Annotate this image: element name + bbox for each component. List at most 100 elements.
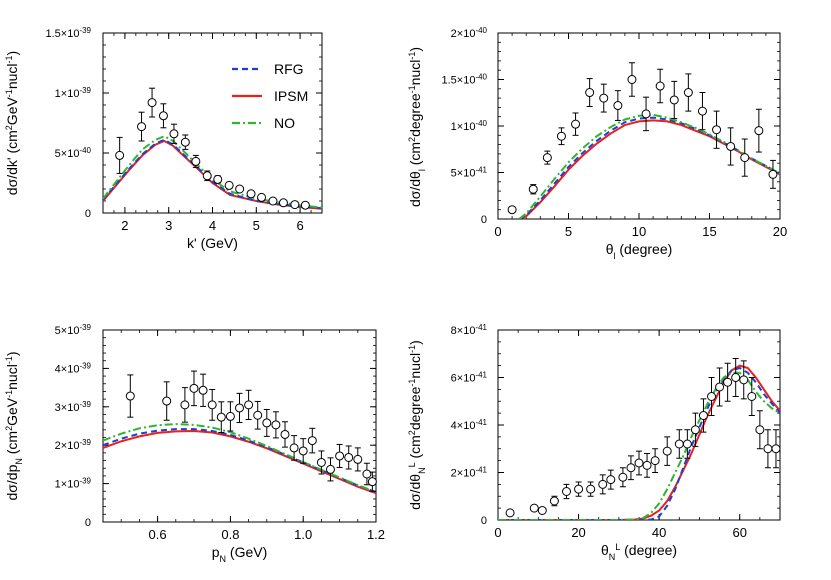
data-point bbox=[641, 109, 651, 119]
label-part: 2 bbox=[407, 430, 417, 435]
y-tick-mantissa: 1×10 bbox=[451, 121, 476, 133]
legend-label: RFG bbox=[274, 61, 304, 77]
label-part: -1 bbox=[4, 390, 14, 398]
data-point bbox=[650, 456, 660, 466]
data-point bbox=[125, 391, 135, 401]
data-point bbox=[244, 400, 254, 410]
data-point bbox=[571, 119, 581, 129]
label-part: l bbox=[613, 251, 615, 261]
data-point bbox=[747, 392, 757, 401]
y-tick-mantissa: 0 bbox=[481, 214, 487, 226]
data-point bbox=[755, 425, 765, 435]
x-axis-title: pN (GeV) bbox=[212, 544, 268, 564]
data-point bbox=[307, 436, 317, 446]
label-part: degree bbox=[407, 93, 423, 137]
x-tick-label: 20 bbox=[773, 224, 787, 239]
y-tick-label: 1×10-39 bbox=[55, 476, 92, 491]
x-tick-label: 0.8 bbox=[221, 527, 239, 542]
label-part: (degree) bbox=[620, 542, 677, 558]
plot-frame bbox=[497, 32, 781, 220]
data-point bbox=[768, 169, 778, 179]
label-part: ) bbox=[407, 47, 423, 52]
x-tick-label: 4 bbox=[209, 218, 216, 233]
series-line-ipsm bbox=[103, 429, 376, 495]
label-part: L bbox=[615, 542, 620, 552]
series-line-rfg bbox=[103, 138, 322, 210]
data-point bbox=[740, 153, 750, 163]
label-part: -1 bbox=[407, 85, 417, 93]
data-point bbox=[367, 477, 377, 487]
y-tick-mantissa: 5×10 bbox=[451, 168, 476, 180]
data-point bbox=[224, 180, 234, 190]
data-point bbox=[739, 375, 749, 385]
data-point bbox=[505, 508, 515, 518]
label-part: N bbox=[14, 458, 24, 465]
x-tick-label: 1.0 bbox=[294, 527, 312, 542]
data-point bbox=[674, 439, 684, 449]
data-point bbox=[723, 377, 733, 387]
data-point bbox=[574, 484, 584, 494]
data-point bbox=[599, 93, 609, 103]
data-point bbox=[169, 129, 179, 139]
y-tick-mantissa: 4×10 bbox=[451, 420, 476, 432]
data-point bbox=[642, 460, 652, 470]
label-part: dσ/dθ bbox=[407, 171, 423, 207]
data-point bbox=[298, 446, 308, 456]
label-part: (cm bbox=[407, 142, 423, 169]
label-part: dσ/dp bbox=[4, 464, 20, 500]
data-point bbox=[669, 95, 679, 105]
data-point bbox=[191, 156, 201, 166]
data-point bbox=[626, 463, 636, 473]
chart-panel-1: 2 3 4 5 605×10-401×10-391.5×10-39k' (GeV)dσ/… bbox=[4, 26, 323, 251]
data-point bbox=[198, 385, 208, 395]
label-part: -1 bbox=[4, 356, 14, 364]
y-tick-label: 0 bbox=[481, 214, 487, 226]
y-tick-label: 0 bbox=[85, 517, 91, 529]
data-point bbox=[289, 443, 299, 453]
data-point bbox=[213, 174, 223, 184]
legend-label: NO bbox=[274, 115, 295, 131]
y-axis-title: dσ/dk' (cm2GeV-1nucl-1) bbox=[4, 51, 20, 195]
chart-panel-4: 0 20 40 6002×10-414×10-416×10-418×10-41θNL … bbox=[407, 323, 781, 562]
y-tick-label: 5×10-40 bbox=[55, 146, 92, 161]
y-tick-mantissa: 5×10 bbox=[55, 325, 80, 337]
data-point bbox=[353, 454, 363, 464]
label-part: -1 bbox=[4, 55, 14, 63]
x-tick-label: 0 bbox=[494, 525, 501, 540]
data-point bbox=[202, 171, 212, 181]
y-tick-mantissa: 0 bbox=[85, 517, 91, 529]
data-point bbox=[235, 184, 245, 194]
y-tick-exponent: -41 bbox=[475, 323, 487, 332]
data-point bbox=[598, 479, 608, 489]
y-tick-label: 1.5×10-39 bbox=[45, 26, 91, 41]
y-tick-exponent: -39 bbox=[79, 323, 91, 332]
data-point bbox=[268, 196, 278, 206]
data-point bbox=[335, 451, 345, 461]
data-point bbox=[189, 383, 199, 393]
y-tick-label: 4×10-39 bbox=[55, 361, 92, 376]
y-tick-exponent: -40 bbox=[475, 119, 487, 128]
y-tick-label: 8×10-41 bbox=[451, 323, 488, 338]
y-tick-label: 2×10-39 bbox=[55, 438, 92, 453]
data-point bbox=[507, 205, 517, 215]
label-part: GeV bbox=[4, 97, 20, 126]
label-part: nucl bbox=[4, 364, 20, 390]
data-point bbox=[537, 506, 547, 515]
data-point bbox=[207, 400, 217, 410]
x-tick-label: 5 bbox=[565, 224, 572, 239]
data-point bbox=[634, 458, 644, 468]
data-point bbox=[613, 101, 623, 111]
y-tick-exponent: -39 bbox=[79, 86, 91, 95]
y-tick-mantissa: 6×10 bbox=[451, 373, 476, 385]
label-part: dσ/dk' (cm bbox=[4, 130, 20, 195]
y-tick-exponent: -40 bbox=[475, 72, 487, 81]
y-tick-mantissa: 2×10 bbox=[451, 468, 476, 480]
data-point bbox=[158, 111, 168, 121]
data-point bbox=[561, 487, 571, 496]
y-tick-exponent: -41 bbox=[475, 370, 487, 379]
x-tick-label: 10 bbox=[632, 224, 646, 239]
y-tick-exponent: -41 bbox=[475, 418, 487, 427]
data-point bbox=[712, 125, 722, 135]
data-point bbox=[726, 141, 736, 151]
data-point bbox=[316, 457, 326, 467]
